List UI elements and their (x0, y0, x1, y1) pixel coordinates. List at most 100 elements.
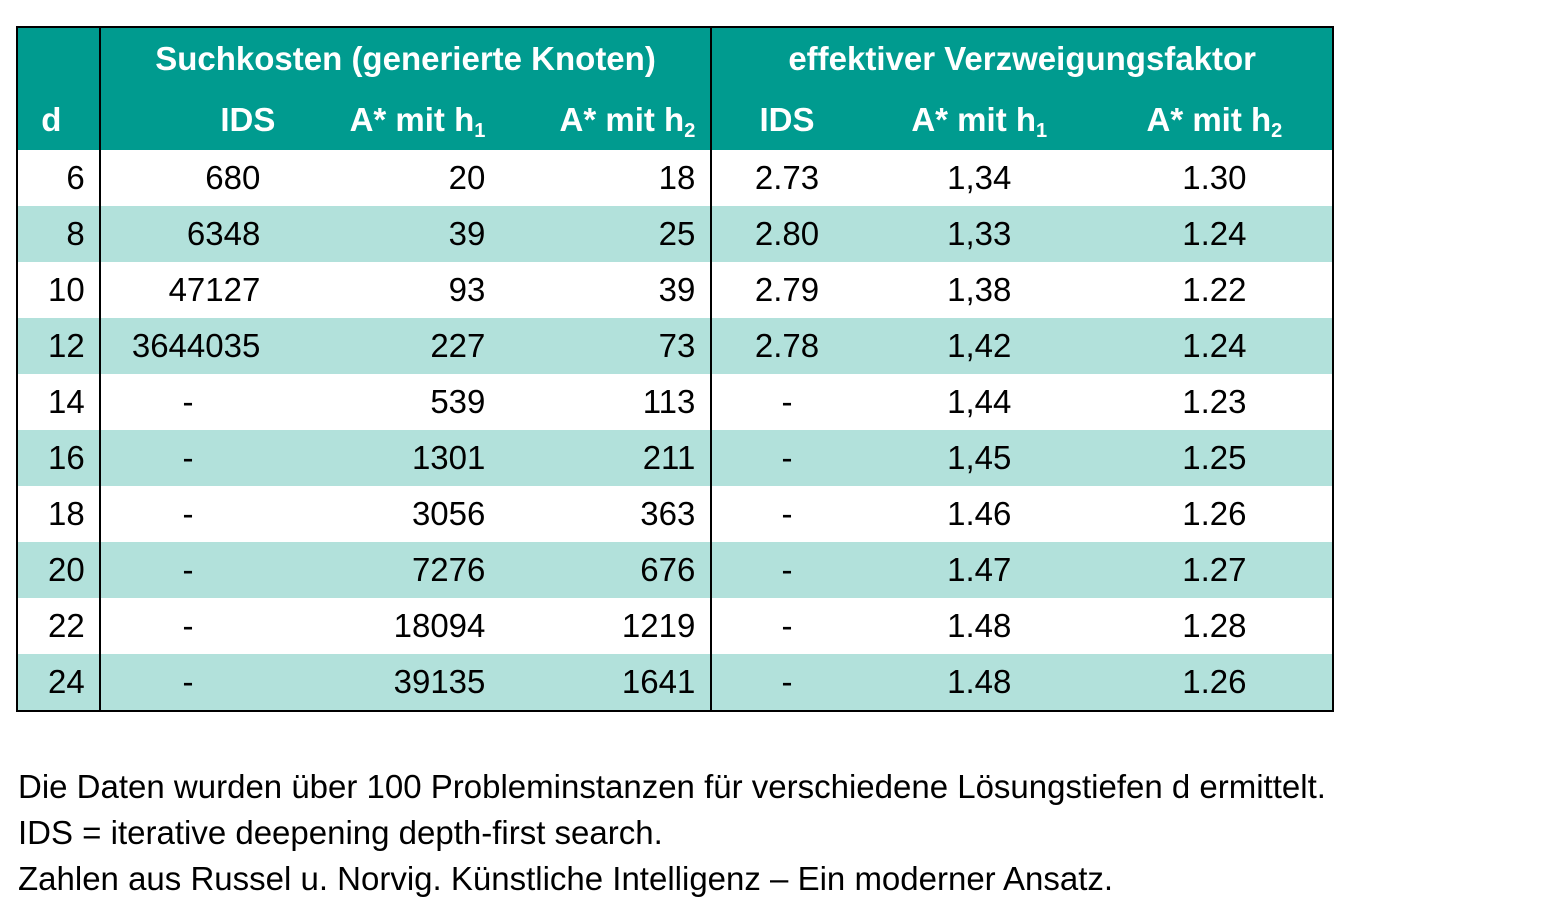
table-row: 22-18094 1219-1.48 1.28 (18, 598, 1332, 654)
footnote-citation: Zahlen aus Russel u. Norvig. Künstliche … (18, 860, 1114, 897)
cell-astar-h2-factor: 1.26 (1096, 486, 1332, 542)
header-row-sub: d IDS A* mit h1 A* mit h2 IDS A* mit h1 … (18, 89, 1332, 150)
cell-astar-h1-cost: 20 (275, 150, 501, 206)
cell-ids-cost: - (99, 430, 276, 486)
cell-astar-h2-factor: 1.30 (1096, 150, 1332, 206)
cell-astar-h1-factor: 1,42 (861, 318, 1097, 374)
cell-astar-h1-cost: 39135 (275, 654, 501, 710)
table-body: 6 680 20 18 2.73 1,34 1.30 8 6348 39 25 2.80 1,33 1.2… (18, 150, 1332, 710)
cell-astar-h1-cost: 39 (275, 206, 501, 262)
cell-depth: 16 (18, 430, 101, 486)
cell-ids-factor: - (711, 430, 862, 486)
cell-astar-h2-factor: 1.24 (1096, 206, 1332, 262)
header-group-search-cost: Suchkosten (generierte Knoten) (99, 28, 713, 89)
cell-depth: 24 (18, 654, 101, 710)
header-astar-h2-cost: A* mit h2 (500, 89, 713, 150)
cell-astar-h2-factor: 1.23 (1096, 374, 1332, 430)
table-row: 24-39135 1641-1.48 1.26 (18, 654, 1332, 710)
cell-astar-h1-factor: 1,34 (861, 150, 1097, 206)
footnote-ids-definition: IDS = iterative deepening depth-first se… (18, 814, 663, 851)
header-astar-h1-factor-label: A* mit h (911, 100, 1037, 138)
cell-ids-cost: 6348 (99, 206, 276, 262)
cell-astar-h2-factor: 1.28 (1096, 598, 1332, 654)
results-table: Suchkosten (generierte Knoten) effektive… (16, 26, 1334, 712)
cell-depth: 20 (18, 542, 101, 598)
cell-astar-h1-factor: 1,38 (861, 262, 1097, 318)
cell-astar-h2-factor: 1.27 (1096, 542, 1332, 598)
cell-astar-h2-cost: 25 (500, 206, 713, 262)
cell-astar-h1-cost: 7276 (275, 542, 501, 598)
cell-astar-h2-cost: 18 (500, 150, 713, 206)
cell-depth: 14 (18, 374, 101, 430)
cell-ids-cost: - (99, 486, 276, 542)
cell-astar-h2-factor: 1.22 (1096, 262, 1332, 318)
cell-ids-factor: 2.78 (711, 318, 862, 374)
cell-astar-h1-cost: 18094 (275, 598, 501, 654)
cell-ids-factor: - (711, 486, 862, 542)
cell-astar-h2-factor: 1.25 (1096, 430, 1332, 486)
header-group-branching-factor: effektiver Verzweigungsfaktor (711, 28, 1332, 89)
cell-astar-h2-cost: 1641 (500, 654, 713, 710)
header-astar-h2-factor: A* mit h2 (1096, 89, 1332, 150)
cell-astar-h2-cost: 676 (500, 542, 713, 598)
cell-astar-h1-factor: 1.47 (861, 542, 1097, 598)
cell-astar-h1-factor: 1,33 (861, 206, 1097, 262)
cell-depth: 10 (18, 262, 101, 318)
cell-depth: 18 (18, 486, 101, 542)
footnote-data-source: Die Daten wurden über 100 Probleminstanz… (18, 768, 1326, 805)
table-row: 18-3056 363-1.46 1.26 (18, 486, 1332, 542)
cell-astar-h1-factor: 1.46 (861, 486, 1097, 542)
cell-astar-h1-factor: 1.48 (861, 654, 1097, 710)
cell-astar-h2-factor: 1.24 (1096, 318, 1332, 374)
header-astar-h2-cost-label: A* mit h (559, 100, 685, 138)
cell-ids-factor: 2.80 (711, 206, 862, 262)
cell-astar-h2-cost: 1219 (500, 598, 713, 654)
table-row: 8 6348 39 25 2.80 1,33 1.24 (18, 206, 1332, 262)
cell-ids-cost: 47127 (99, 262, 276, 318)
header-row-top: Suchkosten (generierte Knoten) effektive… (18, 28, 1332, 89)
cell-astar-h1-cost: 227 (275, 318, 501, 374)
cell-astar-h2-cost: 113 (500, 374, 713, 430)
cell-astar-h2-cost: 39 (500, 262, 713, 318)
cell-depth: 6 (18, 150, 101, 206)
table-row: 16-1301 211-1,45 1.25 (18, 430, 1332, 486)
cell-astar-h1-factor: 1.48 (861, 598, 1097, 654)
header-astar-h2-factor-sub: 2 (1271, 119, 1283, 142)
cell-astar-h1-cost: 539 (275, 374, 501, 430)
cell-ids-factor: - (711, 542, 862, 598)
header-d-spacer (18, 28, 101, 89)
cell-astar-h1-cost: 3056 (275, 486, 501, 542)
header-astar-h1-factor: A* mit h1 (861, 89, 1097, 150)
header-astar-h2-cost-sub: 2 (684, 119, 696, 142)
table-row: 12 3644035 227 73 2.78 1,42 1.24 (18, 318, 1332, 374)
cell-depth: 22 (18, 598, 101, 654)
cell-ids-cost: 3644035 (99, 318, 276, 374)
cell-astar-h1-cost: 1301 (275, 430, 501, 486)
cell-ids-factor: - (711, 598, 862, 654)
cell-ids-cost: - (99, 374, 276, 430)
header-astar-h1-cost-sub: 1 (474, 119, 486, 142)
cell-astar-h2-cost: 363 (500, 486, 713, 542)
cell-astar-h1-factor: 1,45 (861, 430, 1097, 486)
cell-ids-cost: - (99, 598, 276, 654)
table-row: 10 47127 93 39 2.79 1,38 1.22 (18, 262, 1332, 318)
cell-ids-cost: - (99, 654, 276, 710)
cell-depth: 8 (18, 206, 101, 262)
cell-ids-cost: 680 (99, 150, 276, 206)
header-ids-cost: IDS (99, 89, 276, 150)
header-d: d (18, 89, 101, 150)
table-row: 20-7276 676-1.47 1.27 (18, 542, 1332, 598)
cell-ids-cost: - (99, 542, 276, 598)
header-ids-cost-label: IDS (220, 100, 276, 138)
footnotes: Die Daten wurden über 100 Probleminstanz… (18, 764, 1326, 902)
cell-ids-factor: 2.79 (711, 262, 862, 318)
header-ids-factor: IDS (711, 89, 862, 150)
cell-ids-factor: 2.73 (711, 150, 862, 206)
cell-astar-h2-cost: 211 (500, 430, 713, 486)
cell-astar-h2-factor: 1.26 (1096, 654, 1332, 710)
table-row: 6 680 20 18 2.73 1,34 1.30 (18, 150, 1332, 206)
cell-astar-h2-cost: 73 (500, 318, 713, 374)
cell-ids-factor: - (711, 654, 862, 710)
header-astar-h1-cost: A* mit h1 (275, 89, 501, 150)
cell-depth: 12 (18, 318, 101, 374)
